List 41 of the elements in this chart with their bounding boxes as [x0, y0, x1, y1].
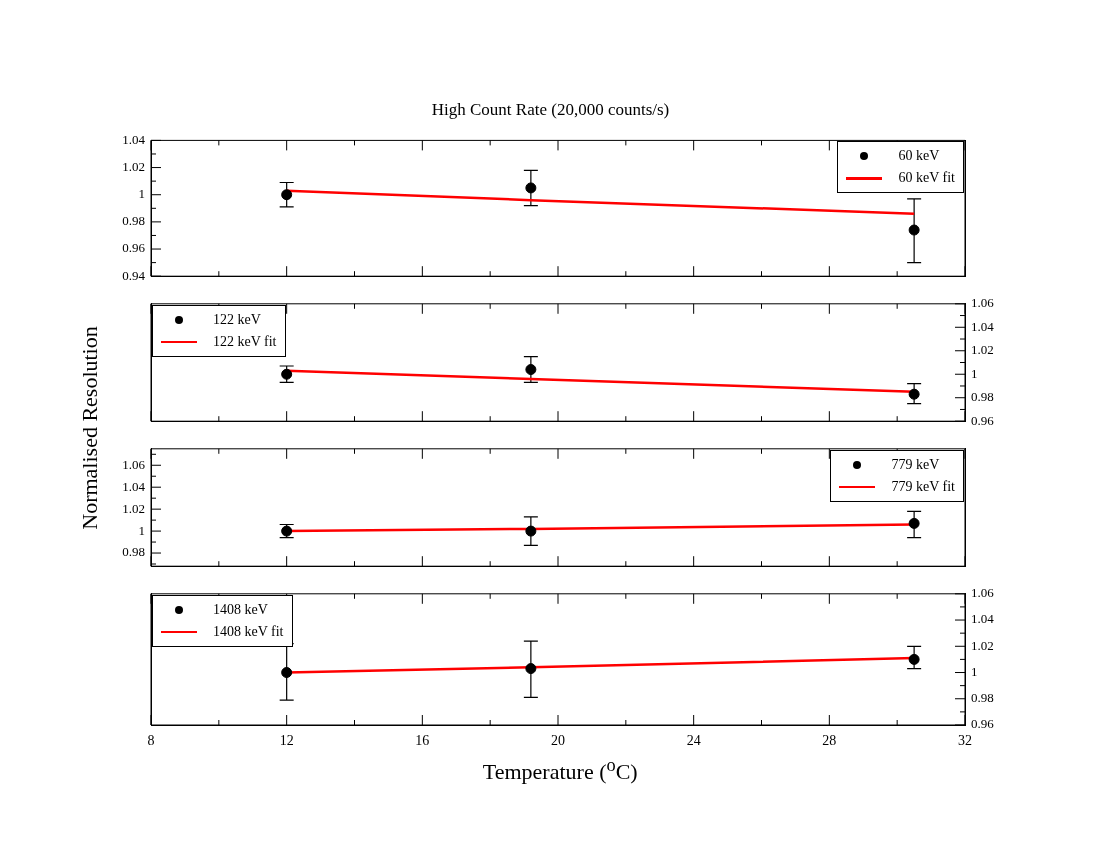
chart-title: High Count Rate (20,000 counts/s)	[431, 99, 670, 119]
y2-tick-label: 0.96	[971, 716, 995, 732]
y-tick-label: 1.02	[122, 158, 145, 174]
y-axis-title: Normalised Resolution	[77, 326, 103, 530]
x-tick-label: 24	[686, 733, 701, 749]
y-tick-label: 1	[138, 522, 145, 538]
y2-tick-label: 1	[971, 663, 978, 679]
y2-tick-label: 1.04	[971, 611, 995, 627]
y-tick-label: 1.04	[122, 131, 146, 147]
y-tick-label: 1.04	[122, 478, 146, 494]
y-tick-label: 1	[138, 186, 145, 202]
y-tick-label: 1.06	[122, 456, 146, 472]
x-tick-label: 16	[415, 733, 430, 749]
y2-tick-label: 1.04	[971, 318, 995, 334]
y-tick-label: 0.98	[122, 213, 145, 229]
y2-tick-label: 0.96	[971, 412, 995, 428]
y2-tick-label: 1.02	[971, 637, 994, 653]
legend-label: 122 keV	[213, 310, 261, 329]
x-axis-title: Temperature ($^{o}$C)	[481, 755, 639, 786]
x-tick-label: 28	[822, 733, 837, 749]
legend-label: 779 keV	[891, 455, 940, 474]
y-tick-label: 0.94	[122, 267, 146, 283]
y2-tick-label: 0.98	[971, 389, 994, 405]
legend-label: 779 keV fit	[891, 477, 955, 496]
legend-label: 60 keV	[898, 147, 940, 166]
legend-label: 1408 keV	[213, 600, 268, 619]
y2-tick-label: 1	[971, 365, 978, 381]
y2-tick-label: 1.02	[971, 342, 994, 358]
y-tick-label: 1.02	[122, 500, 145, 516]
y2-tick-label: 1.06	[971, 295, 995, 311]
x-tick-label: 20	[551, 733, 565, 749]
y2-tick-label: 1.06	[971, 585, 995, 601]
x-tick-label: 32	[958, 733, 972, 749]
y2-tick-label: 0.98	[971, 690, 994, 706]
x-tick-label: 12	[279, 733, 294, 749]
legend-label: 60 keV fit	[898, 169, 955, 188]
y-tick-label: 0.98	[122, 544, 145, 560]
legend-label: 1408 keV fit	[213, 622, 284, 641]
legend-label: 122 keV fit	[213, 332, 277, 351]
x-tick-label: 8	[147, 733, 155, 749]
y-tick-label: 0.96	[122, 240, 146, 256]
